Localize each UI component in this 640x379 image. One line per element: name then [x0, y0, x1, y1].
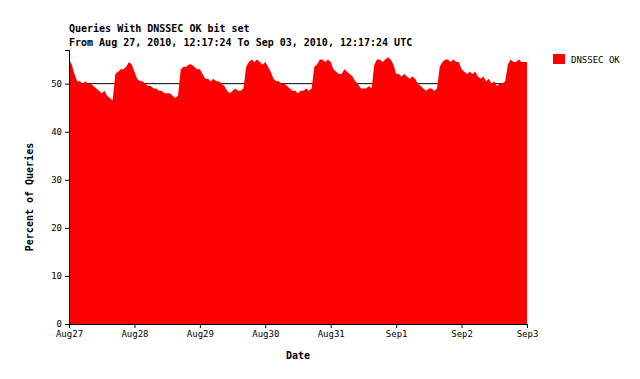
x-axis-line	[70, 325, 528, 329]
x-tick: Aug27	[56, 324, 83, 339]
legend-swatch	[553, 54, 565, 64]
x-tick-label: Aug30	[252, 329, 279, 339]
y-tick-label: 50	[51, 79, 62, 89]
y-tick: 10	[51, 271, 69, 281]
x-tick-label: Sep3	[517, 329, 539, 339]
plot-area	[69, 57, 527, 324]
x-tick-label: Aug31	[318, 329, 345, 339]
y-tick-label: 40	[51, 127, 62, 137]
x-tick-mark	[134, 324, 135, 328]
x-tick-mark	[396, 324, 397, 328]
y-tick: 50	[51, 79, 69, 89]
x-tick: Aug31	[318, 324, 345, 339]
x-tick: Sep3	[517, 324, 539, 339]
x-tick-mark	[462, 324, 463, 328]
chart-container: Queries With DNSSEC OK bit set From Aug 2…	[0, 0, 640, 379]
y-tick: 20	[51, 223, 69, 233]
x-tick-label: Sep1	[386, 329, 408, 339]
y-tick-mark	[65, 228, 69, 229]
x-tick: Sep1	[386, 324, 408, 339]
x-tick-label: Sep2	[451, 329, 473, 339]
x-tick: Sep2	[451, 324, 473, 339]
legend: DNSSEC OK	[553, 54, 620, 65]
y-tick-label: 0	[57, 319, 62, 329]
y-tick-mark	[65, 180, 69, 181]
y-tick-mark	[65, 276, 69, 277]
x-tick-mark	[69, 324, 70, 328]
x-tick: Aug28	[121, 324, 148, 339]
y-tick: 0	[57, 319, 69, 329]
y-tick-mark	[65, 324, 69, 325]
x-axis: Aug27 Aug28 Aug29 Aug30 Aug31 Sep1 Sep2 Sep3	[56, 324, 538, 339]
y-tick-mark	[65, 132, 69, 133]
x-tick-mark	[527, 324, 528, 328]
y-tick: 40	[51, 127, 69, 137]
chart-title: Queries With DNSSEC OK bit set	[69, 23, 250, 34]
y-tick: 30	[51, 175, 69, 185]
legend-label: DNSSEC OK	[571, 55, 620, 65]
y-tick-label: 30	[51, 175, 62, 185]
x-axis-title: Date	[286, 350, 310, 361]
chart-subtitle: From Aug 27, 2010, 12:17:24 To Sep 03, 2…	[69, 37, 412, 48]
x-tick-mark	[331, 324, 332, 328]
y-axis-line	[65, 51, 70, 325]
y-axis: 0 10 20 30 40 50	[51, 51, 69, 330]
x-tick: Aug30	[252, 324, 279, 339]
series-area	[69, 57, 527, 324]
x-tick-label: Aug29	[187, 329, 214, 339]
x-tick: Aug29	[187, 324, 214, 339]
x-tick-label: Aug28	[121, 329, 148, 339]
x-tick-mark	[200, 324, 201, 328]
y-tick-mark	[65, 84, 69, 85]
x-tick-mark	[265, 324, 266, 328]
chart-svg: Queries With DNSSEC OK bit set From Aug 2…	[0, 0, 640, 379]
x-tick-label: Aug27	[56, 329, 83, 339]
y-axis-title: Percent of Queries	[24, 143, 35, 251]
y-tick-label: 20	[51, 223, 62, 233]
y-tick-label: 10	[51, 271, 62, 281]
